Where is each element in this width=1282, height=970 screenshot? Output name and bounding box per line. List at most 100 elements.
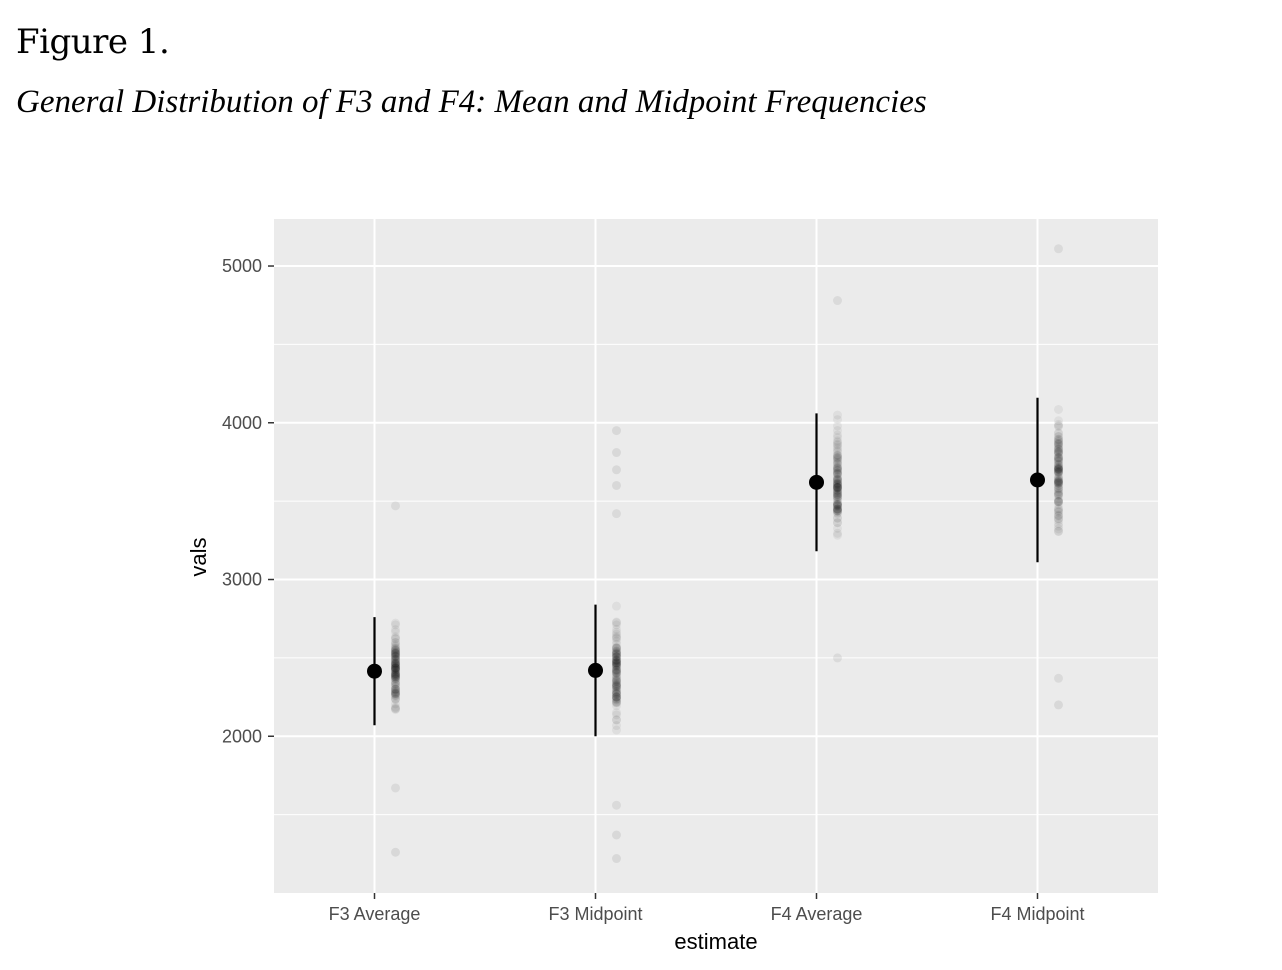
outlier-point <box>1054 700 1063 710</box>
raw-point <box>833 457 842 467</box>
raw-point <box>833 440 842 450</box>
raw-point <box>1054 514 1063 524</box>
raw-point <box>612 668 621 678</box>
raw-point <box>391 670 400 680</box>
raw-point <box>612 675 621 685</box>
raw-point <box>1054 519 1063 529</box>
raw-point <box>1054 434 1063 444</box>
raw-point <box>612 652 621 662</box>
raw-point <box>612 672 621 682</box>
raw-point <box>612 661 621 671</box>
raw-point <box>612 617 621 627</box>
raw-point <box>391 677 400 687</box>
raw-point <box>1054 464 1063 474</box>
raw-point <box>391 684 400 694</box>
raw-point <box>391 671 400 681</box>
raw-point <box>1054 464 1063 474</box>
raw-point <box>391 648 400 658</box>
raw-point <box>833 500 842 510</box>
raw-point <box>612 639 621 649</box>
mean-point <box>809 474 824 490</box>
raw-point <box>833 498 842 508</box>
raw-point <box>833 484 842 494</box>
raw-point <box>391 689 400 699</box>
raw-point <box>612 642 621 652</box>
raw-point <box>391 659 400 669</box>
raw-point <box>833 458 842 468</box>
raw-point <box>391 662 400 672</box>
raw-point <box>1054 453 1063 463</box>
raw-point <box>1054 476 1063 486</box>
raw-point <box>833 465 842 475</box>
raw-point <box>1054 463 1063 473</box>
raw-point <box>833 469 842 479</box>
raw-point <box>391 650 400 660</box>
raw-point <box>833 439 842 449</box>
raw-point <box>391 665 400 675</box>
raw-point <box>1054 483 1063 493</box>
raw-point <box>833 506 842 516</box>
raw-point <box>612 708 621 718</box>
raw-point <box>612 658 621 668</box>
raw-point <box>1054 456 1063 466</box>
raw-point <box>391 652 400 662</box>
raw-point <box>1054 467 1063 477</box>
raw-point <box>612 658 621 668</box>
raw-point <box>833 485 842 495</box>
raw-point <box>391 658 400 668</box>
raw-point <box>1054 452 1063 462</box>
raw-point <box>612 654 621 664</box>
raw-point <box>1054 494 1063 504</box>
raw-point <box>612 652 621 662</box>
raw-point <box>1054 515 1063 525</box>
raw-point <box>833 504 842 514</box>
raw-point <box>391 688 400 698</box>
raw-point <box>612 710 621 720</box>
raw-point <box>612 676 621 686</box>
raw-point <box>1054 462 1063 472</box>
raw-point <box>391 645 400 655</box>
raw-point <box>612 679 621 689</box>
raw-point <box>391 695 400 705</box>
raw-point <box>1054 440 1063 450</box>
raw-point <box>833 523 842 533</box>
raw-point <box>612 665 621 675</box>
raw-point <box>612 677 621 687</box>
raw-point <box>612 650 621 660</box>
raw-point <box>1054 419 1063 429</box>
raw-point <box>1054 441 1063 451</box>
raw-point <box>612 664 621 674</box>
raw-point <box>391 651 400 661</box>
raw-point <box>833 501 842 511</box>
raw-point <box>1054 434 1063 444</box>
raw-point <box>612 697 621 707</box>
raw-point <box>612 658 621 668</box>
raw-point <box>612 693 621 703</box>
raw-point <box>1054 464 1063 474</box>
raw-point <box>1054 476 1063 486</box>
raw-point <box>1054 495 1063 505</box>
raw-point <box>1054 428 1063 438</box>
raw-point <box>1054 450 1063 460</box>
raw-point <box>391 667 400 677</box>
raw-point <box>833 483 842 493</box>
raw-point <box>391 625 400 635</box>
raw-point <box>391 783 400 793</box>
raw-point <box>612 695 621 705</box>
raw-point <box>612 681 621 691</box>
raw-point <box>833 485 842 495</box>
raw-point <box>833 476 842 486</box>
raw-point <box>391 658 400 668</box>
raw-point <box>612 665 621 675</box>
raw-point <box>1054 447 1063 457</box>
raw-point <box>391 668 400 678</box>
raw-point <box>1054 459 1063 469</box>
raw-point <box>1054 473 1063 483</box>
raw-point <box>391 685 400 695</box>
raw-point <box>1054 490 1063 500</box>
raw-point <box>612 684 621 694</box>
raw-point <box>833 474 842 484</box>
raw-point <box>833 482 842 492</box>
raw-point <box>833 463 842 473</box>
raw-point <box>612 655 621 665</box>
